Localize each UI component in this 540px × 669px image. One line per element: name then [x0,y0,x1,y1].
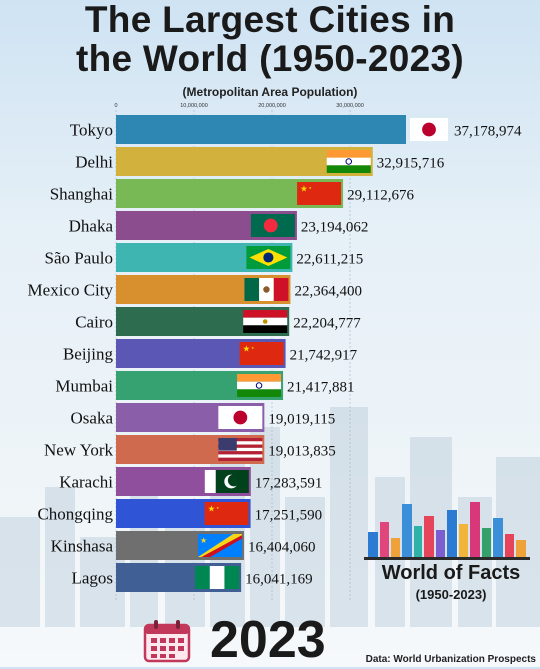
category-label: Mexico City [28,281,114,300]
x-tick-label: 30,000,000 [336,103,364,109]
bar-row: Mexico City 22,364,400 [28,275,362,304]
bar-row: Delhi 32,915,716 [75,147,445,176]
bar-row: ★ ★ Chongqing 17,251,590 [37,499,322,528]
category-label: New York [44,441,113,460]
page-title: The Largest Cities in the World (1950-20… [0,0,540,78]
bar-row: Tokyo 37,178,974 [70,115,522,144]
nigeria-flag-icon [195,566,240,589]
value-label: 22,364,400 [294,284,362,300]
china-flag-icon: ★ ★ [204,502,249,525]
pakistan-flag-icon [204,470,249,493]
value-label: 17,283,591 [255,476,323,492]
category-label: Kinshasa [51,537,114,556]
brand-block: World of Facts (1950-2023) [366,562,536,602]
bar-row: New York 19,013,835 [44,435,336,464]
category-label: Chongqing [37,505,113,524]
value-label: 37,178,974 [454,124,522,140]
bar-row: São Paulo 22,611,215 [45,243,363,272]
bar [116,115,406,144]
japan-flag-icon [218,406,263,429]
category-label: Delhi [75,153,113,172]
value-label: 19,019,115 [268,412,335,428]
city-logo-icon [364,502,530,560]
value-label: 16,404,060 [248,540,316,556]
category-label: Shanghai [50,185,114,204]
svg-text:★: ★ [309,186,313,190]
bar-row: ★ ★ Shanghai 29,112,676 [50,179,415,208]
category-label: Cairo [75,313,113,332]
category-label: Karachi [59,473,113,492]
svg-text:★: ★ [208,504,216,514]
category-label: São Paulo [45,249,113,268]
china-flag-icon: ★ ★ [239,342,284,365]
value-label: 17,251,590 [255,508,323,524]
svg-text:★: ★ [216,506,220,510]
bar-row: Lagos 16,041,169 [71,563,313,592]
brand-year-range: (1950-2023) [415,587,487,602]
calendar-icon [143,620,191,663]
bar-row: ★ Kinshasa 16,404,060 [51,531,316,560]
category-label: Lagos [71,569,113,588]
x-tick-label: 0 [114,103,117,109]
data-source: Data: World Urbanization Prospects [365,654,536,665]
current-year: 2023 [210,611,326,669]
value-label: 22,611,215 [296,252,363,268]
value-label: 19,013,835 [268,444,336,460]
bar-row: Karachi 17,283,591 [59,467,322,496]
india-flag-icon [237,374,282,397]
brazil-flag-icon [246,246,291,269]
usa-flag-icon [218,438,263,461]
dr-congo-flag-icon: ★ [197,534,242,557]
category-label: Tokyo [70,121,113,140]
brand-name: World of Facts [381,562,521,584]
category-label: Dhaka [69,217,114,236]
japan-flag-icon [410,118,448,141]
category-label: Beijing [63,345,114,364]
value-label: 29,112,676 [347,188,414,204]
bar-row: Cairo 22,204,777 [75,307,361,336]
svg-text:★: ★ [300,184,308,194]
bar-row: Mumbai 21,417,881 [55,371,355,400]
value-label: 16,041,169 [245,572,313,588]
svg-text:★: ★ [251,346,255,350]
bar-row: ★ ★ Beijing 21,742,917 [63,339,358,368]
india-flag-icon [326,150,371,173]
china-flag-icon: ★ ★ [297,182,342,205]
bangladesh-flag-icon [250,214,295,237]
value-label: 32,915,716 [377,156,445,172]
chart-subtitle: (Metropolitan Area Population) [182,85,358,99]
category-label: Mumbai [55,377,113,396]
svg-text:★: ★ [243,344,251,354]
value-label: 23,194,062 [301,220,369,236]
egypt-flag-icon [243,310,288,333]
bar-row: Osaka 19,019,115 [71,403,335,432]
x-tick-label: 20,000,000 [258,103,286,109]
title-line-2: the World (1950-2023) [75,38,465,79]
title-line-1: The Largest Cities in [84,0,456,40]
svg-text:★: ★ [200,536,207,545]
bar-row: Dhaka 23,194,062 [69,211,369,240]
value-label: 22,204,777 [293,316,361,332]
mexico-flag-icon [244,278,289,301]
category-label: Osaka [71,409,114,428]
x-tick-label: 10,000,000 [180,103,208,109]
value-label: 21,742,917 [290,348,358,364]
value-label: 21,417,881 [287,380,355,396]
